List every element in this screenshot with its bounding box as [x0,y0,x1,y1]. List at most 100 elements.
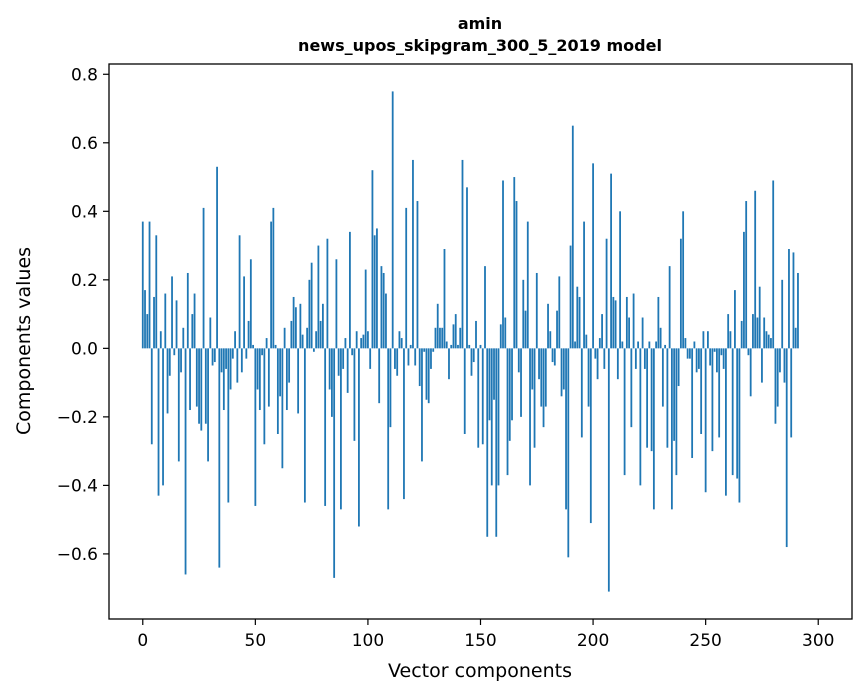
bar [459,327,462,349]
bar [743,231,745,349]
bar [792,252,795,349]
bar [655,341,658,349]
bar [367,331,369,349]
bar [261,348,263,356]
bar [734,290,736,349]
bar [621,341,624,349]
chart-subtitle: news_upos_skipgram_300_5_2019 model [298,36,662,55]
bar [704,348,707,493]
bar [725,348,727,496]
bar [405,207,408,349]
bar [326,238,329,349]
bar [709,348,712,366]
bar [227,348,230,503]
bar [511,348,513,421]
bar [389,348,392,428]
bar [488,348,491,421]
bar [767,334,770,349]
bar [484,266,486,349]
bar [225,348,227,369]
bar [495,348,498,537]
bar [333,348,336,578]
bar [351,348,354,356]
bar [427,348,430,404]
bar [754,190,757,349]
bar [164,293,167,349]
bar [646,348,649,448]
bar [517,348,520,373]
bar [340,348,342,510]
bar [146,314,149,349]
bar [272,207,275,349]
y-axis-ticks: −0.6 −0.4 −0.2 0.0 0.2 0.4 0.6 0.8 [57,65,109,565]
bar [632,293,635,349]
bar [236,348,239,383]
bar [702,331,705,349]
x-tick-label: 150 [464,631,496,651]
y-tick-label: 0.0 [71,339,98,359]
bar [540,348,543,407]
bar [409,344,412,349]
bar [641,317,644,349]
bar [770,338,772,349]
bar [711,348,714,452]
bar [371,170,374,349]
bar [788,249,790,349]
bar [468,344,471,349]
bar [166,348,169,414]
bar [231,348,234,359]
bar [412,159,414,349]
bar [749,348,752,397]
bar [398,331,401,349]
bar [529,348,531,486]
bar [542,348,545,428]
bar [421,348,423,462]
bar [585,334,588,349]
bar [301,334,304,349]
bar [441,327,444,349]
bar [207,348,209,462]
x-axis-label: Vector components [388,660,572,682]
plot-frame [108,63,853,620]
bar [267,348,270,407]
y-tick-label: −0.2 [57,408,98,428]
bar [497,348,500,486]
bar [688,348,691,359]
x-tick-label: 200 [577,631,609,651]
bar [396,348,399,376]
bar [216,166,218,349]
bar [331,348,333,417]
bar [560,348,563,397]
bar [589,348,592,524]
x-axis-ticks: 0 50 100 150 200 250 300 [137,619,834,651]
bar [783,348,786,383]
bar [776,348,779,407]
bar [450,344,453,349]
bar [493,348,495,400]
bar [148,221,151,349]
bar [774,348,777,424]
bar [173,348,176,356]
bar [317,245,320,349]
bar [763,317,766,349]
bar [353,348,356,441]
bar [625,296,628,349]
bar [175,300,178,349]
bar [283,327,286,349]
bar [243,276,245,349]
bar [238,235,241,349]
bar [195,348,198,407]
bar [218,348,221,568]
bar [335,259,338,349]
bar [490,348,493,486]
bar [598,338,601,349]
bar [603,348,606,369]
bar [695,348,698,373]
bar [727,314,730,349]
bar [551,348,554,363]
y-axis-label: Components values [13,247,35,435]
bar [544,348,547,407]
bar [691,348,694,458]
bar [265,338,268,349]
